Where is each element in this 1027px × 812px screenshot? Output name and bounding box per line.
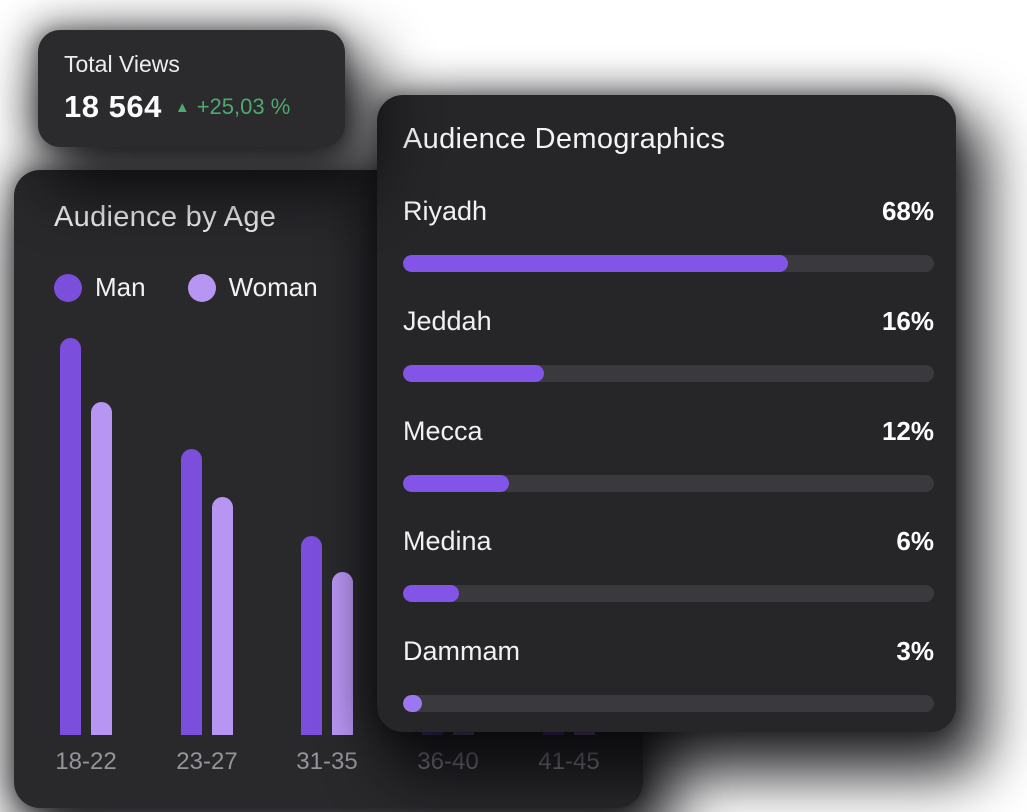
- progress-fill: [403, 695, 422, 712]
- city-label: Medina: [403, 526, 492, 556]
- progress-track: [403, 255, 934, 272]
- bar-woman-18-22: [91, 402, 112, 735]
- city-percent: 68%: [881, 196, 934, 226]
- city-label: Mecca: [403, 416, 483, 446]
- bar-group-18-22: 18-22: [26, 332, 146, 776]
- total-views-value-row: 18 564 ▲ +25,03 %: [64, 89, 319, 125]
- x-tick-label: 36-40: [417, 748, 479, 775]
- city-percent: 6%: [896, 526, 934, 556]
- trend-up-icon: ▲: [174, 98, 190, 116]
- bar-woman-23-27: [212, 497, 233, 735]
- age-chart-title: Audience by Age: [54, 201, 277, 233]
- demographic-row-jeddah: Jeddah 16%: [403, 305, 934, 415]
- city-percent: 12%: [881, 416, 934, 446]
- bar-pair: [60, 332, 112, 735]
- legend-item-woman[interactable]: Woman: [187, 272, 318, 303]
- progress-fill: [403, 255, 788, 272]
- progress-fill: [403, 365, 544, 382]
- legend-label: Man: [95, 272, 146, 302]
- demographic-row-head: Medina 6%: [403, 525, 934, 557]
- demographic-row-head: Mecca 12%: [403, 415, 934, 447]
- progress-fill: [403, 585, 459, 602]
- bar-pair: [301, 332, 353, 735]
- legend-label: Woman: [228, 272, 318, 302]
- bar-group-31-35: 31-35: [267, 332, 387, 776]
- progress-track: [403, 365, 934, 382]
- demographic-row-dammam: Dammam 3%: [403, 635, 934, 745]
- x-tick-label: 18-22: [55, 748, 117, 775]
- age-chart-legend: Man Woman: [54, 272, 318, 303]
- bar-pair: [181, 332, 233, 735]
- audience-demographics-card: Audience Demographics Riyadh 68% Jeddah 16%…: [377, 95, 956, 732]
- progress-track: [403, 695, 934, 712]
- x-tick-label: 41-45: [538, 748, 600, 775]
- city-percent: 16%: [881, 306, 934, 336]
- bar-group-23-27: 23-27: [147, 332, 267, 776]
- city-label: Jeddah: [403, 306, 492, 336]
- bar-man-18-22: [60, 338, 81, 735]
- demographic-row-head: Jeddah 16%: [403, 305, 934, 337]
- x-tick-label: 23-27: [176, 748, 238, 775]
- total-views-card: Total Views 18 564 ▲ +25,03 %: [38, 30, 345, 147]
- total-views-value: 18 564: [64, 89, 162, 124]
- progress-track: [403, 475, 934, 492]
- demographic-row-head: Dammam 3%: [403, 635, 934, 667]
- city-percent: 3%: [896, 636, 934, 666]
- demographic-row-riyadh: Riyadh 68%: [403, 195, 934, 305]
- legend-dot-icon: [54, 273, 82, 302]
- demographics-title: Audience Demographics: [403, 123, 726, 155]
- bar-man-23-27: [181, 449, 202, 735]
- city-label: Dammam: [403, 636, 521, 666]
- demographic-row-head: Riyadh 68%: [403, 195, 934, 227]
- bar-man-31-35: [301, 536, 322, 735]
- progress-fill: [403, 475, 510, 492]
- progress-track: [403, 585, 934, 602]
- demographics-rows: Riyadh 68% Jeddah 16% Mecca 12% Medina 6% Dammam…: [403, 195, 934, 745]
- total-views-title: Total Views: [64, 51, 180, 77]
- total-views-delta: ▲ +25,03 %: [175, 94, 290, 120]
- legend-dot-icon: [187, 273, 216, 302]
- x-tick-label: 31-35: [296, 748, 358, 775]
- legend-item-man[interactable]: Man: [54, 272, 146, 303]
- demographic-row-medina: Medina 6%: [403, 525, 934, 635]
- city-label: Riyadh: [403, 196, 488, 226]
- demographic-row-mecca: Mecca 12%: [403, 415, 934, 525]
- total-views-delta-value: +25,03 %: [196, 94, 291, 119]
- bar-woman-31-35: [332, 572, 353, 735]
